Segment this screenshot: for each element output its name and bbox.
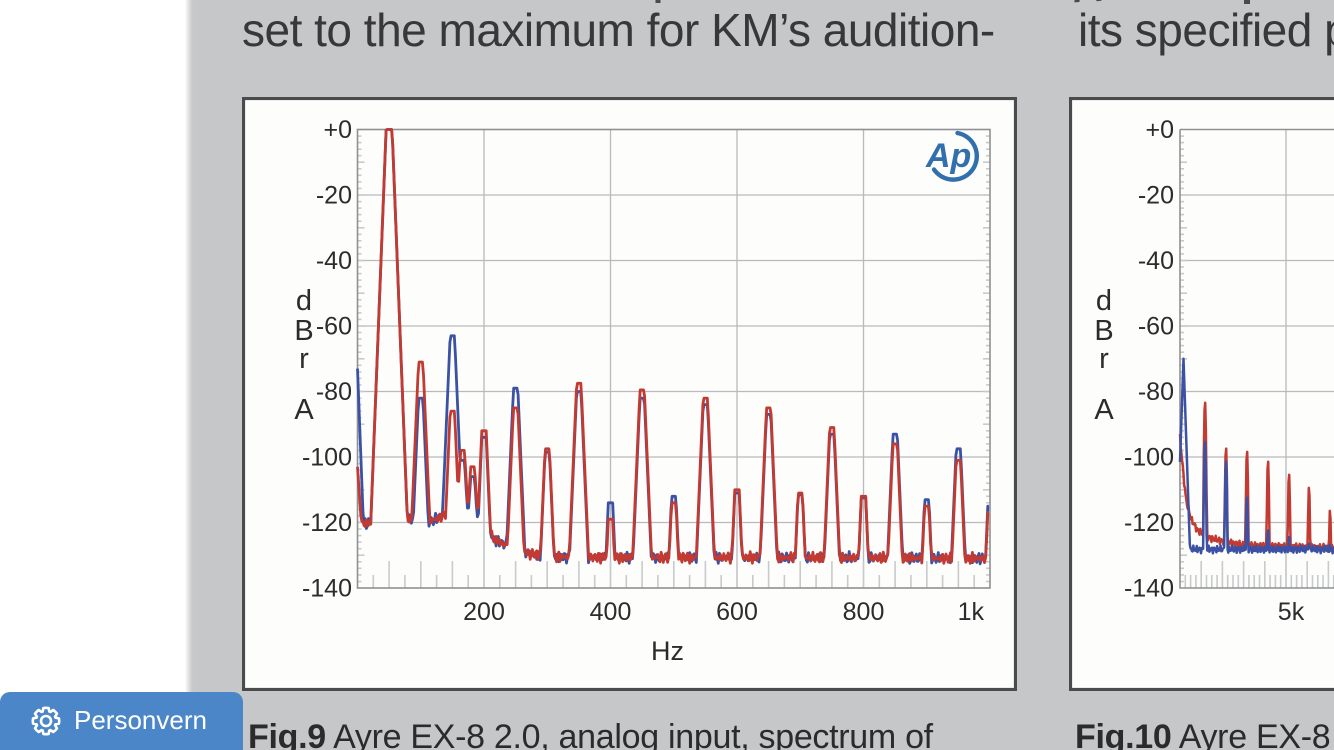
svg-text:r: r [299,343,309,375]
svg-text:-80: -80 [1138,378,1174,406]
svg-text:-60: -60 [316,313,352,341]
svg-text:B: B [1094,315,1113,347]
svg-text:-60: -60 [1138,313,1174,341]
svg-text:B: B [294,315,313,347]
svg-text:-40: -40 [1138,247,1174,275]
svg-text:+0: +0 [1145,116,1174,144]
svg-text:-120: -120 [302,509,352,537]
svg-text:-140: -140 [302,575,352,603]
svg-text:-40: -40 [316,247,352,275]
svg-text:-120: -120 [1124,509,1174,537]
svg-text:-100: -100 [1124,444,1174,472]
svg-text:A: A [1094,394,1114,426]
svg-text:Ap: Ap [925,137,971,175]
svg-text:200: 200 [463,598,505,626]
svg-text:-20: -20 [316,182,352,210]
svg-text:5k: 5k [1278,598,1305,626]
svg-text:d: d [296,285,312,317]
svg-text:A: A [294,394,314,426]
svg-text:+0: +0 [323,116,352,144]
svg-text:400: 400 [590,598,632,626]
svg-text:-100: -100 [302,444,352,472]
svg-text:r: r [1099,343,1109,375]
svg-text:1k: 1k [958,598,985,626]
svg-text:-140: -140 [1124,575,1174,603]
svg-text:d: d [1096,285,1112,317]
svg-text:Hz: Hz [651,636,684,666]
svg-text:-80: -80 [316,378,352,406]
svg-text:-20: -20 [1138,182,1174,210]
svg-text:600: 600 [716,598,758,626]
svg-text:800: 800 [843,598,885,626]
